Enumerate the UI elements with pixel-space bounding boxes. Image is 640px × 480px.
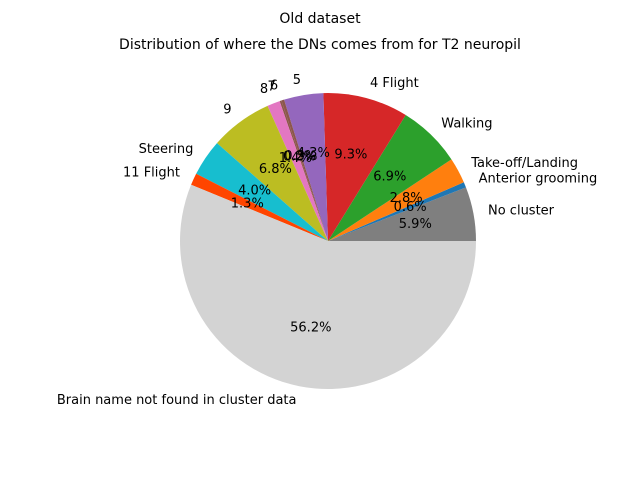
pie-slice xyxy=(328,159,464,241)
slice-percent-label: 0.3% xyxy=(284,149,317,164)
pie-slice xyxy=(267,101,328,241)
slice-percent-label: 4.3% xyxy=(297,146,330,161)
pie-slice xyxy=(180,184,476,390)
slice-label: 8 xyxy=(260,82,268,97)
slice-percent-label: 9.3% xyxy=(334,148,367,163)
slice-percent-label: 4.0% xyxy=(238,184,271,199)
slice-percent-label: 6.9% xyxy=(373,170,406,185)
chart-title: Distribution of where the DNs comes from… xyxy=(119,37,521,53)
slice-percent-label: 1.3% xyxy=(231,196,264,211)
pie-slice xyxy=(196,143,328,241)
pie-slice xyxy=(281,99,328,242)
pie-slice xyxy=(328,182,466,241)
slice-label: 4 Flight xyxy=(370,76,419,91)
slice-percent-label: 2.8% xyxy=(390,191,423,206)
slice-label: Steering xyxy=(139,142,194,157)
pie-slice xyxy=(323,92,406,241)
pie-slice xyxy=(279,100,328,241)
slice-percent-label: 0.6% xyxy=(394,200,427,215)
slice-label: 11 Flight xyxy=(123,166,180,181)
pie-slice xyxy=(328,115,452,241)
slice-label: No cluster xyxy=(488,204,555,219)
pie-slices xyxy=(180,92,476,390)
pie-slice xyxy=(216,105,328,241)
slice-label: 5 xyxy=(293,73,301,88)
slice-percent-label: 6.8% xyxy=(259,162,292,177)
pie-slice xyxy=(328,187,476,241)
slice-label: Anterior grooming xyxy=(479,172,598,187)
slice-label: 9 xyxy=(223,102,231,117)
slice-percent-label: 56.2% xyxy=(290,321,331,336)
pie-labels: No cluster 5.9% Anterior grooming 0.6% Take-… xyxy=(57,73,597,408)
slice-label: Brain name not found in cluster data xyxy=(57,393,297,408)
chart-suptitle: Old dataset xyxy=(279,11,361,27)
slice-label: 7 xyxy=(268,79,276,94)
slice-label: Walking xyxy=(441,117,492,132)
slice-percent-label: 5.9% xyxy=(399,217,432,232)
slice-label: 6 xyxy=(270,79,278,94)
slice-label: Take-off/Landing xyxy=(470,156,578,171)
slice-percent-label: 1.4% xyxy=(279,151,312,166)
pie-slice xyxy=(284,93,328,241)
pie-slice xyxy=(191,173,328,241)
slice-percent-label: 0.2% xyxy=(283,149,316,164)
